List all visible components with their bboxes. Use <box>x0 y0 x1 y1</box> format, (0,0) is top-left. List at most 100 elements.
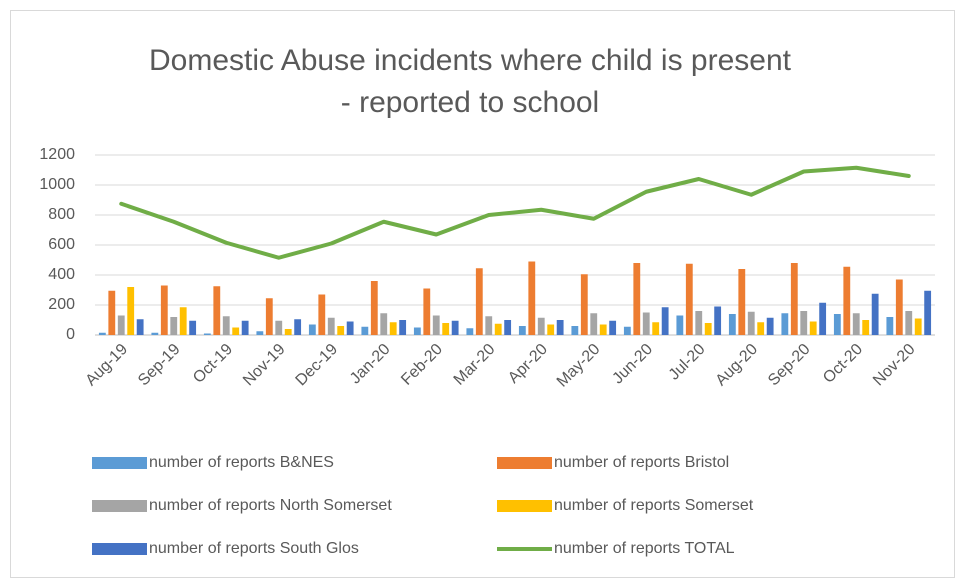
bar <box>203 333 211 335</box>
y-tick-label: 600 <box>48 236 75 253</box>
bar <box>241 320 249 335</box>
bar <box>571 326 579 335</box>
bar <box>294 319 302 335</box>
bar <box>537 317 545 335</box>
legend-label: number of reports North Somerset <box>149 497 392 514</box>
bar <box>151 332 159 335</box>
bar <box>179 307 187 335</box>
bar <box>337 326 345 335</box>
bar <box>528 261 536 335</box>
bar <box>886 317 894 335</box>
legend-swatch <box>497 500 552 512</box>
legend-label: number of reports Somerset <box>554 497 754 514</box>
x-tick-label: Jun-20 <box>609 341 656 388</box>
bar <box>704 323 712 335</box>
bar <box>108 290 116 335</box>
bar <box>781 313 789 335</box>
bar <box>346 321 354 335</box>
bar <box>862 320 870 335</box>
bar <box>370 281 378 335</box>
bar <box>518 326 526 335</box>
bar <box>136 319 144 335</box>
chart-border <box>10 10 955 578</box>
bar <box>580 274 588 335</box>
bar <box>695 311 703 335</box>
x-tick-label: Aug-19 <box>83 341 132 390</box>
bar <box>714 306 722 335</box>
bar <box>871 293 879 335</box>
bar <box>738 269 746 335</box>
bar <box>800 311 808 335</box>
legend-label: number of reports TOTAL <box>554 540 735 557</box>
legend-label: number of reports B&NES <box>149 454 334 471</box>
bar <box>504 320 512 335</box>
x-tick-label: Jul-20 <box>666 341 709 384</box>
bar <box>652 322 660 335</box>
bar <box>685 263 693 335</box>
x-tick-label: May-20 <box>554 341 604 391</box>
bar <box>623 326 631 335</box>
bar <box>852 313 860 335</box>
bar <box>833 314 841 335</box>
y-tick-label: 400 <box>48 266 75 283</box>
x-tick-label: Feb-20 <box>398 341 446 389</box>
bar <box>275 320 283 335</box>
bar <box>547 324 555 335</box>
chart-title: Domestic Abuse incidents where child is … <box>149 44 791 119</box>
bar <box>160 285 168 335</box>
legend-swatch <box>497 457 552 469</box>
bar <box>556 320 564 335</box>
bar <box>308 324 316 335</box>
bar <box>380 313 388 335</box>
x-tick-label: Sep-19 <box>135 341 184 390</box>
x-tick-label: Jan-20 <box>347 341 394 388</box>
y-tick-label: 800 <box>48 206 75 223</box>
bar <box>222 316 230 335</box>
x-tick-label: Oct-19 <box>190 341 236 387</box>
legend-swatch <box>92 500 147 512</box>
bar <box>590 313 598 335</box>
x-tick-label: Mar-20 <box>451 341 499 389</box>
bar <box>757 322 765 335</box>
x-tick-label: Sep-20 <box>765 341 814 390</box>
line <box>119 165 911 260</box>
bar <box>790 263 798 335</box>
bar <box>895 279 903 335</box>
x-tick-label: Nov-20 <box>870 341 919 390</box>
x-tick-label: Apr-20 <box>505 341 551 387</box>
bar <box>98 332 106 335</box>
bar <box>766 317 774 335</box>
legend-swatch <box>92 543 147 555</box>
bar <box>494 323 502 335</box>
bar <box>633 263 641 335</box>
bar <box>117 315 125 335</box>
bar <box>256 331 264 335</box>
bar <box>189 320 197 335</box>
bar <box>905 311 913 335</box>
bar <box>170 317 178 335</box>
bar <box>265 298 273 335</box>
bar <box>284 329 292 335</box>
y-tick-label: 200 <box>48 296 75 313</box>
bar <box>642 312 650 335</box>
legend-swatch <box>92 457 147 469</box>
bar <box>413 327 421 335</box>
bar <box>213 286 221 335</box>
bar <box>747 311 755 335</box>
bar <box>399 320 407 335</box>
x-tick-label: Nov-19 <box>240 341 289 390</box>
x-tick-label: Oct-20 <box>820 341 866 387</box>
bar <box>485 316 493 335</box>
bar <box>475 268 483 335</box>
bar <box>451 320 459 335</box>
legend-label: number of reports Bristol <box>554 454 729 471</box>
bar <box>609 320 617 335</box>
bar <box>318 294 326 335</box>
bar <box>843 266 851 335</box>
bar <box>599 324 607 335</box>
bar <box>819 302 827 335</box>
bar <box>466 328 474 335</box>
x-tick-label: Dec-19 <box>293 341 342 390</box>
